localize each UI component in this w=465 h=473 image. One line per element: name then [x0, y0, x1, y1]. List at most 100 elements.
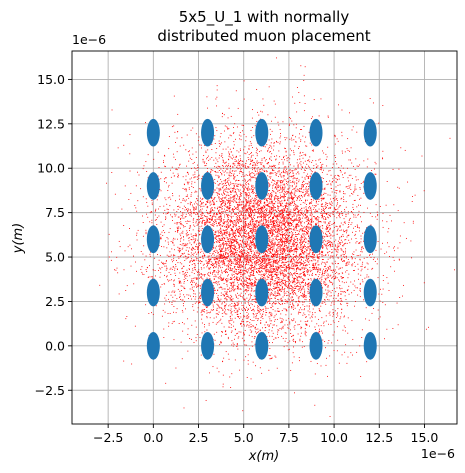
- muon-point: [145, 233, 147, 235]
- muon-point: [227, 267, 229, 269]
- muon-point: [182, 232, 184, 234]
- muon-point: [304, 275, 306, 277]
- muon-point: [322, 216, 323, 217]
- muon-point: [299, 210, 301, 212]
- muon-point: [216, 192, 218, 194]
- muon-point: [333, 287, 335, 289]
- muon-point: [216, 200, 218, 202]
- muon-point: [164, 303, 166, 305]
- muon-point: [206, 224, 208, 226]
- muon-point: [274, 262, 276, 264]
- muon-point: [227, 338, 229, 340]
- muon-point: [276, 172, 278, 174]
- muon-point: [256, 168, 258, 170]
- muon-point: [259, 272, 261, 273]
- muon-point: [268, 263, 269, 265]
- muon-point: [256, 203, 258, 205]
- muon-point: [184, 245, 186, 246]
- muon-point: [265, 272, 267, 274]
- muon-point: [299, 242, 301, 244]
- muon-point: [298, 360, 300, 362]
- muon-point: [228, 198, 230, 199]
- muon-point: [253, 226, 255, 228]
- muon-point: [228, 255, 229, 257]
- muon-point: [240, 169, 242, 171]
- muon-point: [151, 222, 153, 224]
- muon-point: [333, 234, 335, 236]
- muon-point: [348, 185, 350, 187]
- muon-point: [300, 288, 302, 290]
- muon-point: [303, 231, 305, 232]
- muon-point: [248, 204, 250, 206]
- muon-point: [241, 272, 243, 274]
- muon-point: [345, 214, 347, 216]
- muon-point: [252, 189, 254, 191]
- muon-point: [275, 282, 277, 284]
- muon-point: [233, 173, 235, 175]
- muon-point: [353, 289, 355, 291]
- muon-point: [282, 163, 284, 165]
- muon-point: [287, 208, 289, 210]
- muon-point: [284, 324, 286, 326]
- muon-point: [250, 235, 252, 237]
- muon-point: [183, 265, 184, 267]
- muon-point: [242, 209, 244, 211]
- muon-point: [331, 224, 333, 225]
- muon-point: [177, 222, 179, 224]
- muon-point: [269, 289, 271, 291]
- muon-point: [317, 267, 319, 269]
- muon-point: [244, 225, 246, 227]
- muon-point: [329, 203, 331, 205]
- muon-point: [281, 256, 283, 257]
- muon-point: [229, 134, 231, 136]
- muon-point: [271, 196, 272, 198]
- muon-point: [167, 279, 169, 281]
- muon-point: [267, 150, 269, 151]
- muon-point: [248, 207, 250, 209]
- muon-point: [290, 118, 292, 120]
- muon-point: [217, 167, 219, 169]
- muon-point: [282, 216, 284, 218]
- muon-point: [237, 206, 239, 208]
- muon-point: [300, 219, 301, 221]
- muon-point: [283, 217, 285, 219]
- muon-point: [179, 247, 181, 249]
- muon-point: [242, 202, 244, 203]
- muon-point: [247, 226, 249, 228]
- muon-point: [277, 189, 279, 191]
- muon-point: [305, 234, 307, 236]
- muon-point: [297, 211, 299, 213]
- muon-point: [304, 169, 305, 171]
- muon-point: [189, 150, 190, 152]
- muon-point: [315, 264, 316, 266]
- muon-point: [268, 300, 270, 302]
- muon-point: [316, 254, 318, 256]
- muon-point: [284, 264, 286, 266]
- muon-point: [250, 200, 252, 202]
- muon-point: [287, 188, 289, 190]
- muon-point: [277, 232, 279, 234]
- muon-point: [280, 213, 282, 215]
- muon-point: [273, 270, 275, 272]
- muon-point: [222, 225, 224, 227]
- muon-point: [192, 281, 193, 283]
- muon-point: [230, 115, 232, 117]
- muon-point: [265, 224, 267, 226]
- muon-point: [306, 199, 308, 201]
- muon-point: [225, 212, 227, 214]
- muon-point: [277, 279, 279, 280]
- muon-point: [277, 224, 278, 226]
- muon-point: [232, 188, 234, 190]
- muon-point: [201, 310, 203, 311]
- muon-point: [289, 158, 291, 160]
- muon-point: [201, 261, 203, 263]
- muon-point: [189, 203, 191, 205]
- muon-point: [301, 230, 303, 232]
- muon-point: [201, 228, 203, 229]
- muon-point: [171, 182, 173, 184]
- muon-point: [276, 186, 278, 188]
- muon-point: [192, 229, 194, 231]
- muon-point: [182, 299, 184, 301]
- muon-point: [232, 254, 234, 256]
- muon-point: [299, 253, 301, 255]
